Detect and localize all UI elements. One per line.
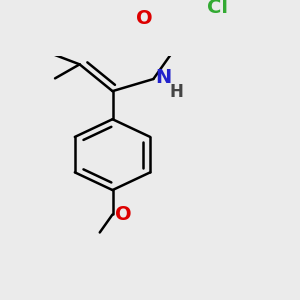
Text: Cl: Cl <box>206 0 227 17</box>
Text: N: N <box>155 68 171 87</box>
Text: O: O <box>116 205 132 224</box>
Text: O: O <box>136 9 153 28</box>
Text: H: H <box>170 83 184 101</box>
